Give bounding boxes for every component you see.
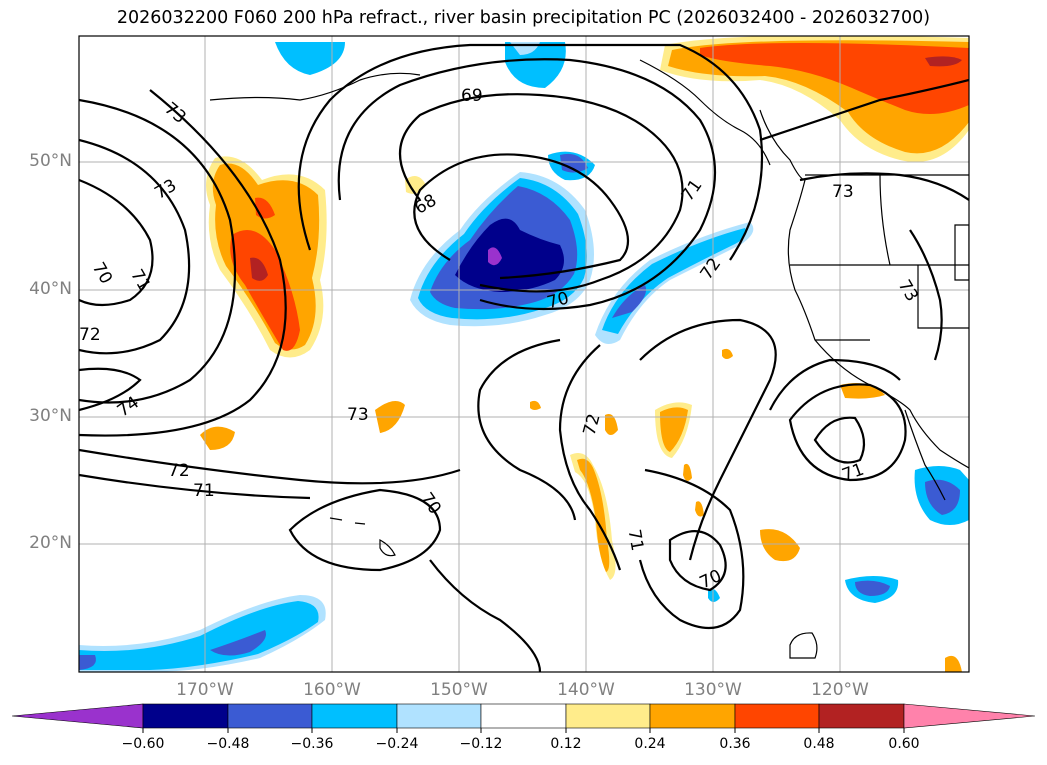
colorbar-tick-label: 0.24	[634, 736, 666, 752]
colorbar-tick-label: −0.12	[459, 736, 503, 752]
map-plot-area	[79, 36, 969, 672]
lon-label: 160°W	[303, 680, 361, 700]
colorbar-swatch	[311, 703, 398, 729]
colorbar-swatch	[396, 703, 482, 729]
negative-anomaly-band-east	[595, 222, 754, 344]
contour-label: 69	[461, 86, 483, 106]
colorbar-swatch	[227, 703, 313, 729]
contour-label: 71	[624, 528, 647, 553]
lat-label: 40°N	[29, 279, 72, 299]
colorbar-swatch	[565, 703, 651, 729]
colorbar-tick-label: 0.48	[803, 736, 835, 752]
colorbar-swatch	[142, 703, 229, 729]
colorbar	[11, 703, 1036, 729]
contour-label: 72	[79, 325, 101, 345]
lat-label: 50°N	[29, 151, 72, 171]
lon-label: 130°W	[684, 680, 742, 700]
colorbar-tick-label: −0.24	[375, 736, 419, 752]
lat-label: 20°N	[29, 533, 72, 553]
colorbar-tick-label: −0.60	[121, 736, 165, 752]
lon-label: 120°W	[811, 680, 869, 700]
colorbar-tick-label: 0.36	[719, 736, 751, 752]
map-frame	[78, 35, 970, 673]
colorbar-swatch	[818, 703, 905, 729]
lon-label: 170°W	[176, 680, 234, 700]
colorbar-swatch	[649, 703, 736, 729]
contour-label: 73	[347, 405, 369, 425]
contour-label: 73	[832, 182, 854, 202]
refractivity-contours	[79, 43, 969, 672]
colorbar-extend-low	[11, 703, 144, 729]
negative-anomaly-southeast	[708, 466, 969, 603]
colorbar-tick-label: −0.48	[206, 736, 250, 752]
colorbar-tick-label: 0.60	[888, 736, 920, 752]
negative-anomaly-core	[410, 151, 595, 327]
lon-label: 150°W	[430, 680, 488, 700]
contour-label: 72	[168, 461, 190, 481]
contour-label: 71	[193, 481, 215, 501]
colorbar-swatch	[734, 703, 820, 729]
colorbar-tick-label: −0.36	[290, 736, 334, 752]
colorbar-swatch	[480, 703, 567, 729]
map-title: 2026032200 F060 200 hPa refract., river …	[116, 8, 931, 28]
graticule	[79, 36, 969, 672]
negative-anomaly-north	[275, 42, 566, 88]
colorbar-ticks	[142, 728, 905, 733]
negative-anomaly-southwest	[79, 595, 326, 672]
colorbar-extend-high	[903, 703, 1036, 729]
lon-label: 140°W	[557, 680, 615, 700]
colorbar-tick-label: 0.12	[550, 736, 582, 752]
lat-label: 30°N	[29, 406, 72, 426]
